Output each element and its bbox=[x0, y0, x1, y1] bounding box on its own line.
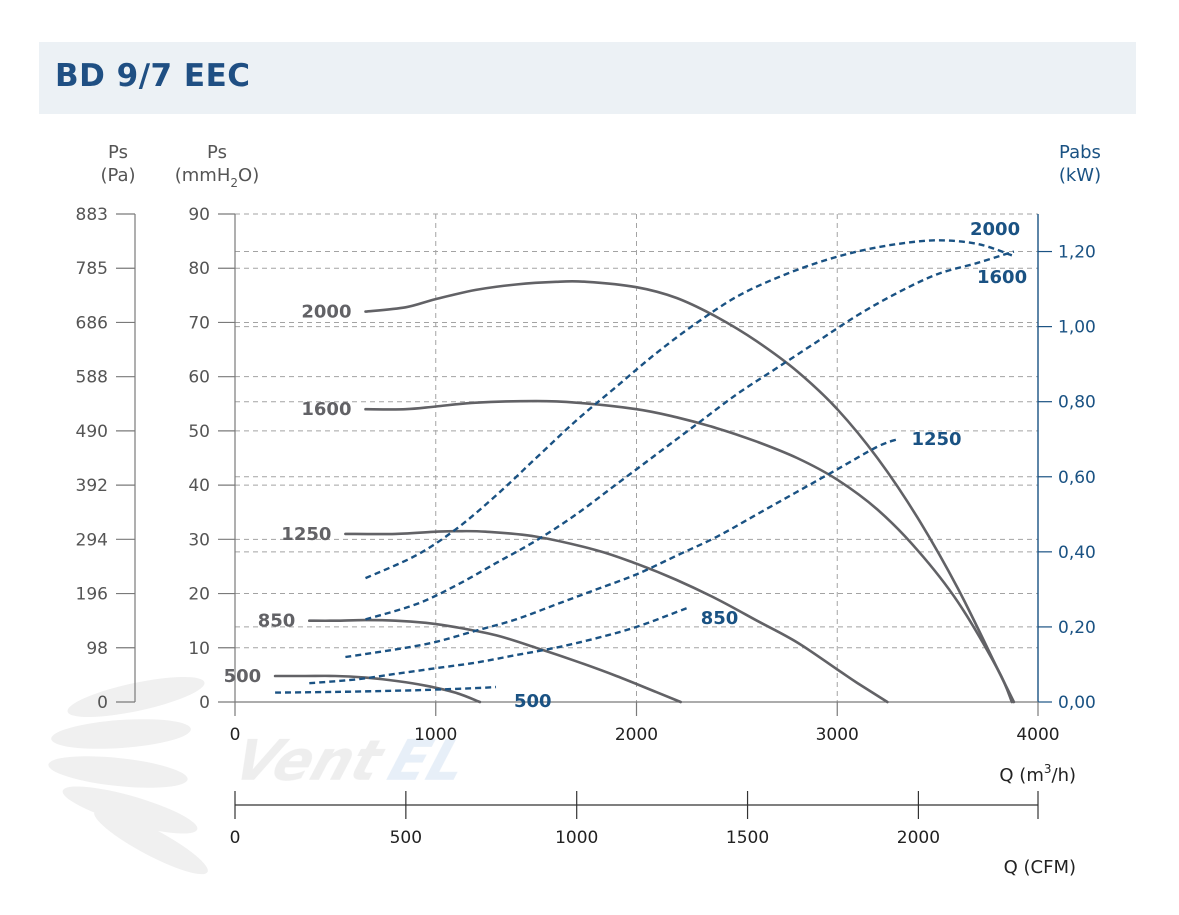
pressure-curve-2000 bbox=[364, 279, 1016, 704]
cfm-tick-label: 0 bbox=[230, 828, 241, 848]
mmh2o-tick-label: 80 bbox=[188, 259, 210, 279]
pressure-label-1600: 1600 bbox=[301, 399, 351, 420]
mmh2o-tick-label: 40 bbox=[188, 476, 210, 496]
pabs-tick-label: 0,80 bbox=[1058, 393, 1096, 413]
power-label-500: 500 bbox=[514, 691, 552, 712]
mmh2o-tick-label: 50 bbox=[188, 422, 210, 442]
mmh2o-axis-title: Ps bbox=[207, 142, 227, 163]
pabs-tick-label: 0,00 bbox=[1058, 693, 1096, 713]
q-label-sup: 3 bbox=[1044, 762, 1052, 776]
cfm-tick-label: 1000 bbox=[555, 828, 598, 848]
pa-tick-label: 686 bbox=[76, 313, 108, 333]
pa-tick-label: 785 bbox=[76, 259, 108, 279]
power-curve-1250 bbox=[345, 438, 898, 659]
pa-axis-title: Ps bbox=[108, 142, 128, 163]
pabs-axis-title: Pabs bbox=[1059, 142, 1101, 163]
cfm-tick-label: 500 bbox=[390, 828, 422, 848]
pa-tick-label: 0 bbox=[97, 693, 108, 713]
q-tick-label: 0 bbox=[230, 725, 241, 745]
mmh2o-tick-label: 70 bbox=[188, 313, 210, 333]
chart-labels: 2000 1600 1250 850 500 2000 1600 1250 850 500 bbox=[224, 219, 1028, 712]
watermark-logo: Vent EL bbox=[48, 677, 476, 875]
mmh2o-tick-label: 60 bbox=[188, 368, 210, 388]
pa-tick-label: 98 bbox=[86, 639, 108, 659]
power-label-1250: 1250 bbox=[911, 429, 961, 450]
power-label-850: 850 bbox=[701, 608, 739, 629]
pa-tick-label: 588 bbox=[76, 368, 108, 388]
pa-tick-label: 196 bbox=[76, 585, 108, 605]
pabs-tick-label: 1,20 bbox=[1058, 243, 1096, 263]
pressure-label-2000: 2000 bbox=[301, 302, 351, 323]
cfm-axis-title: Q (CFM) bbox=[1004, 857, 1076, 878]
mmh2o-tick-label: 20 bbox=[188, 585, 210, 605]
power-curve-500 bbox=[275, 685, 497, 694]
pressure-label-1250: 1250 bbox=[281, 524, 331, 545]
pressure-curve-1250 bbox=[344, 529, 889, 704]
pabs-tick-label: 0,60 bbox=[1058, 468, 1096, 488]
mmh2o-tick-label: 0 bbox=[199, 693, 210, 713]
power-curve-1600 bbox=[365, 250, 1015, 621]
pabs-axis-unit: (kW) bbox=[1059, 165, 1101, 186]
power-curve-850 bbox=[309, 607, 688, 685]
mmh2o-axis-unit: (mmH2O) bbox=[175, 165, 259, 190]
pa-tick-label: 294 bbox=[76, 530, 108, 550]
pressure-curve-500 bbox=[273, 674, 482, 704]
q-tick-label: 3000 bbox=[816, 725, 859, 745]
mmh2o-unit-prefix: (mmH bbox=[175, 165, 231, 186]
pa-tick-label: 392 bbox=[76, 476, 108, 496]
pabs-tick-label: 1,00 bbox=[1058, 318, 1096, 338]
pabs-tick-label: 0,40 bbox=[1058, 543, 1096, 563]
svg-text:Vent: Vent bbox=[226, 728, 394, 793]
cfm-tick-label: 1500 bbox=[726, 828, 769, 848]
chart-title: BD 9/7 EEC bbox=[55, 58, 251, 94]
pressure-label-500: 500 bbox=[224, 666, 262, 687]
chart-series bbox=[273, 239, 1016, 704]
q-tick-label: 2000 bbox=[615, 725, 658, 745]
mmh2o-tick-label: 30 bbox=[188, 530, 210, 550]
mmh2o-unit-sub: 2 bbox=[230, 176, 238, 190]
pabs-tick-label: 0,20 bbox=[1058, 618, 1096, 638]
pa-axis-unit: (Pa) bbox=[100, 165, 135, 186]
power-label-2000: 2000 bbox=[970, 219, 1020, 240]
chart-grid bbox=[235, 213, 1038, 702]
pressure-curve-1600 bbox=[364, 399, 1014, 704]
pa-tick-label: 490 bbox=[76, 422, 108, 442]
q-label-suffix: /h) bbox=[1052, 765, 1077, 786]
cfm-tick-label: 2000 bbox=[897, 828, 940, 848]
mmh2o-tick-label: 10 bbox=[188, 639, 210, 659]
q-tick-label: 1000 bbox=[414, 725, 457, 745]
mmh2o-unit-suffix: O) bbox=[238, 165, 259, 186]
pressure-curve-850 bbox=[308, 618, 682, 704]
pa-tick-label: 883 bbox=[76, 205, 108, 225]
power-label-1600: 1600 bbox=[977, 267, 1027, 288]
q-m3h-axis-title: Q (m3/h) bbox=[999, 762, 1076, 786]
pressure-label-850: 850 bbox=[258, 611, 296, 632]
q-tick-label: 4000 bbox=[1016, 725, 1059, 745]
title-bar: BD 9/7 EEC bbox=[39, 42, 1136, 114]
fan-icon bbox=[48, 677, 208, 875]
mmh2o-tick-label: 90 bbox=[188, 205, 210, 225]
q-label-prefix: Q (m bbox=[999, 765, 1043, 786]
power-curve-2000 bbox=[365, 239, 1013, 580]
